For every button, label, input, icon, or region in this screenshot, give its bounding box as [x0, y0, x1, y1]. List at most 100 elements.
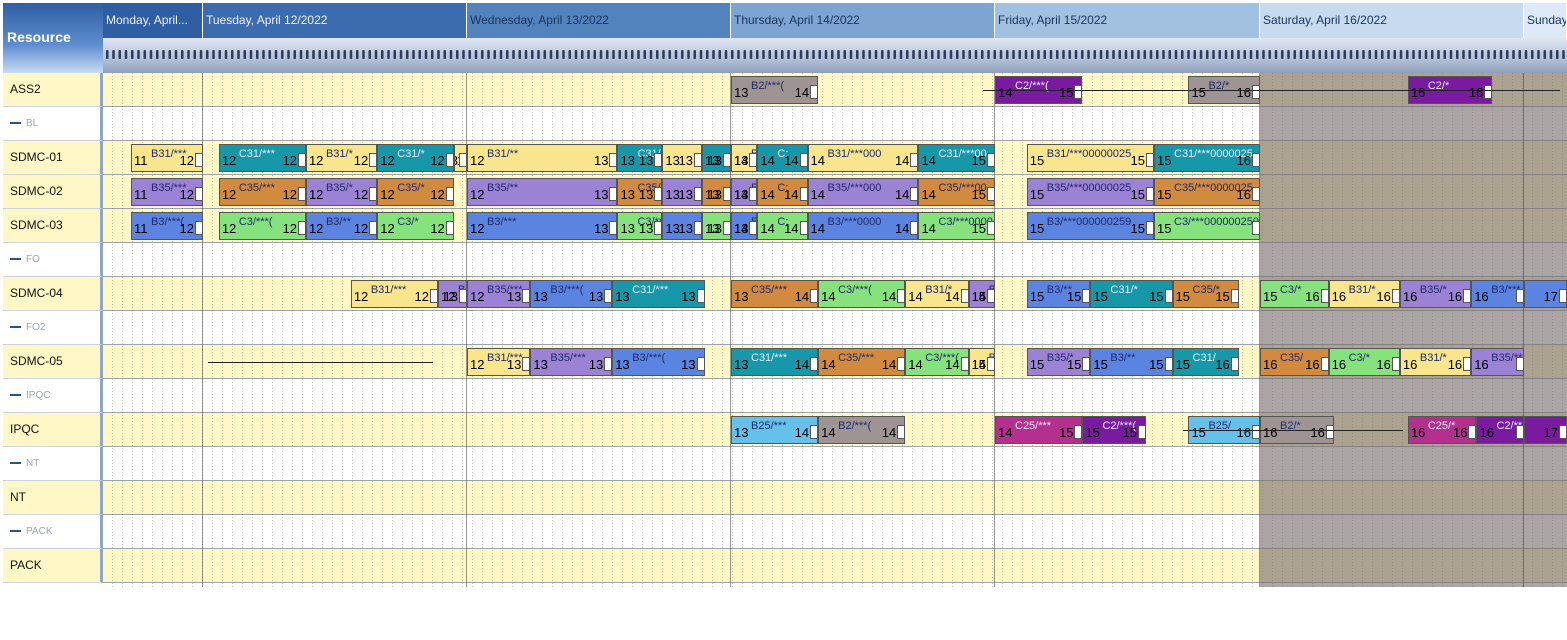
task-bar[interactable]: 12 B35/** 13 [467, 178, 618, 206]
resource-row-fo[interactable]: FO [3, 243, 103, 277]
task-bar[interactable]: 13 C31/*** 13 [612, 280, 705, 308]
task-bar[interactable]: 12 B31/*** 12 [350, 280, 438, 308]
task-bar[interactable]: 13 C35/*** 14 [731, 280, 819, 308]
task-bar[interactable]: 14 C31/***00 15 [918, 144, 995, 172]
task-bar[interactable]: 12 B3/*** 13 [467, 212, 618, 240]
task-bar[interactable]: 11 B35/*** 12 [131, 178, 203, 206]
task-bar[interactable]: 13B:14 [731, 144, 758, 172]
task-bar[interactable]: 12 B31/* 12 [305, 144, 378, 172]
task-bar[interactable]: 13 B35/*** 13 [530, 348, 613, 376]
task-bar[interactable]: 14 B2/***(14 [818, 416, 906, 444]
task-bar[interactable]: 13 B3/***(13 [530, 280, 613, 308]
task-bar[interactable]: 14 C35/*** 14 [818, 348, 906, 376]
resource-row-nt[interactable]: NT [3, 447, 103, 481]
task-bar[interactable]: 14 B31/***000 14 [807, 144, 919, 172]
task-bar[interactable]: 14 B31/* 14 [905, 280, 969, 308]
task-bar[interactable]: 13B:14 [731, 212, 758, 240]
resource-row-pack[interactable]: PACK [3, 549, 103, 583]
task-bar[interactable]: 15 B31/***00000025 15 [1026, 144, 1154, 172]
task-bar[interactable]: 13 13 [662, 212, 702, 240]
resource-row-sdmc-04[interactable]: SDMC-04 [3, 277, 103, 311]
task-bar[interactable]: 16 C25/* 16 [1407, 416, 1477, 444]
task-bar[interactable]: 12 B3/** 12 [305, 212, 378, 240]
task-bar[interactable]: 12 C31/*** 12 [218, 144, 306, 172]
resource-row-nt[interactable]: NT [3, 481, 103, 515]
task-bar[interactable]: 14 C: 14 [757, 178, 808, 206]
task-bar[interactable]: 12 C35/*** 12 [218, 178, 306, 206]
task-bar[interactable]: 17 [1524, 416, 1567, 444]
task-bar[interactable]: 12 B31/*** 13 [467, 348, 531, 376]
resource-row-sdmc-02[interactable]: SDMC-02 [3, 175, 103, 209]
task-bar[interactable]: 17 [1524, 280, 1567, 308]
task-bar[interactable]: 15 B35/* 15 [1026, 348, 1091, 376]
task-bar[interactable]: 15 B3/** 15 [1090, 348, 1173, 376]
task-bar[interactable]: 12 C3/***(12 [218, 212, 306, 240]
task-bar[interactable]: 14 B35/***000 14 [807, 178, 919, 206]
task-bar[interactable]: 13 13 [701, 212, 731, 240]
task-bar[interactable]: 14 C: 14 [757, 144, 808, 172]
task-bar[interactable]: 15 C2/***(15 [1082, 416, 1147, 444]
task-bar[interactable]: 15 B3/***000000259 15 [1026, 212, 1154, 240]
resource-row-ipqc[interactable]: IPQC [3, 379, 103, 413]
task-bar[interactable]: 14 C: 14 [757, 212, 808, 240]
day-header-cell[interactable]: Monday, April... [103, 3, 203, 38]
task-bar[interactable]: 12 B35/*** 13 [467, 280, 531, 308]
day-header-cell[interactable]: Friday, April 15/2022 [995, 3, 1260, 38]
task-bar[interactable]: 13B:14 [731, 178, 758, 206]
task-bar[interactable]: 15 C31/* 15 [1090, 280, 1173, 308]
task-bar[interactable]: 14 C3/***(14 [905, 348, 969, 376]
task-bar[interactable]: 15 B35/***00000025 15 [1026, 178, 1154, 206]
task-bar[interactable]: 13 13 [662, 144, 702, 172]
task-bar[interactable]: 13 C31/*** 14 [731, 348, 819, 376]
task-bar[interactable]: 15 C31/***0000025 16 [1154, 144, 1260, 172]
resource-row-sdmc-05[interactable]: SDMC-05 [3, 345, 103, 379]
day-header-cell[interactable]: Wednesday, April 13/2022 [467, 3, 731, 38]
task-bar[interactable]: 11 B31/*** 12 [131, 144, 203, 172]
day-header-cell[interactable]: Thursday, April 14/2022 [731, 3, 995, 38]
task-bar[interactable]: 16 C2/** [1476, 416, 1524, 444]
task-bar[interactable]: 14 C35/***00 15 [918, 178, 995, 206]
task-bar[interactable]: 16 B31/* 16 [1399, 348, 1472, 376]
task-bar[interactable]: 12 C31/* 12 [377, 144, 454, 172]
task-bar[interactable]: 12 C3/* 12 [377, 212, 454, 240]
task-bar[interactable]: 16 B35/* 16 [1399, 280, 1472, 308]
task-bar[interactable]: 13 13 [701, 144, 731, 172]
task-bar[interactable]: 15 C3/***000000259 [1154, 212, 1260, 240]
resource-row-sdmc-03[interactable]: SDMC-03 [3, 209, 103, 243]
task-bar[interactable]: 15 C3/* 16 [1260, 280, 1329, 308]
resource-row-fo2[interactable]: FO2 [3, 311, 103, 345]
task-bar[interactable]: 14 C3/***0000 15 [918, 212, 995, 240]
task-bar[interactable]: 15 B3/** 15 [1026, 280, 1091, 308]
task-bar[interactable]: 14 C25/*** 15 [995, 416, 1083, 444]
task-bar[interactable]: 11 B3/***(12 [131, 212, 203, 240]
task-bar[interactable]: 13 B25/*** 14 [731, 416, 819, 444]
resource-row-bl[interactable]: BL [3, 107, 103, 141]
resource-row-ipqc[interactable]: IPQC [3, 413, 103, 447]
task-bar[interactable]: 13 B2/***(14 [731, 76, 819, 104]
day-header-cell[interactable]: Tuesday, April 12/2022 [203, 3, 467, 38]
task-bar[interactable]: 13 13 [701, 178, 731, 206]
task-bar[interactable]: 14 B3/***0000 14 [807, 212, 919, 240]
task-bar[interactable]: 13 C3/** 13 [617, 212, 663, 240]
task-bar[interactable]: 15 C31/16 [1172, 348, 1239, 376]
day-header-cell[interactable]: Saturday, April 16/2022 [1260, 3, 1524, 38]
task-bar[interactable]: 16 C35/16 [1260, 348, 1329, 376]
day-header-cell[interactable]: Sunday [1524, 3, 1567, 38]
task-bar[interactable]: 12 C35/* 12 [377, 178, 454, 206]
task-bar[interactable]: 16 C3/* 16 [1328, 348, 1400, 376]
task-bar[interactable]: 13 B3/***(13 [612, 348, 705, 376]
resource-row-ass2[interactable]: ASS2 [3, 73, 103, 107]
resource-row-sdmc-01[interactable]: SDMC-01 [3, 141, 103, 175]
task-bar[interactable]: 14 C3/***(14 [818, 280, 906, 308]
resource-row-pack[interactable]: PACK [3, 515, 103, 549]
task-bar[interactable]: 16 B31/* 16 [1328, 280, 1400, 308]
task-bar[interactable]: 15 C35/* 15 [1172, 280, 1239, 308]
task-bar[interactable]: 12 B35/* 12 [305, 178, 378, 206]
task-bar[interactable]: 16 B3/*** [1471, 280, 1524, 308]
